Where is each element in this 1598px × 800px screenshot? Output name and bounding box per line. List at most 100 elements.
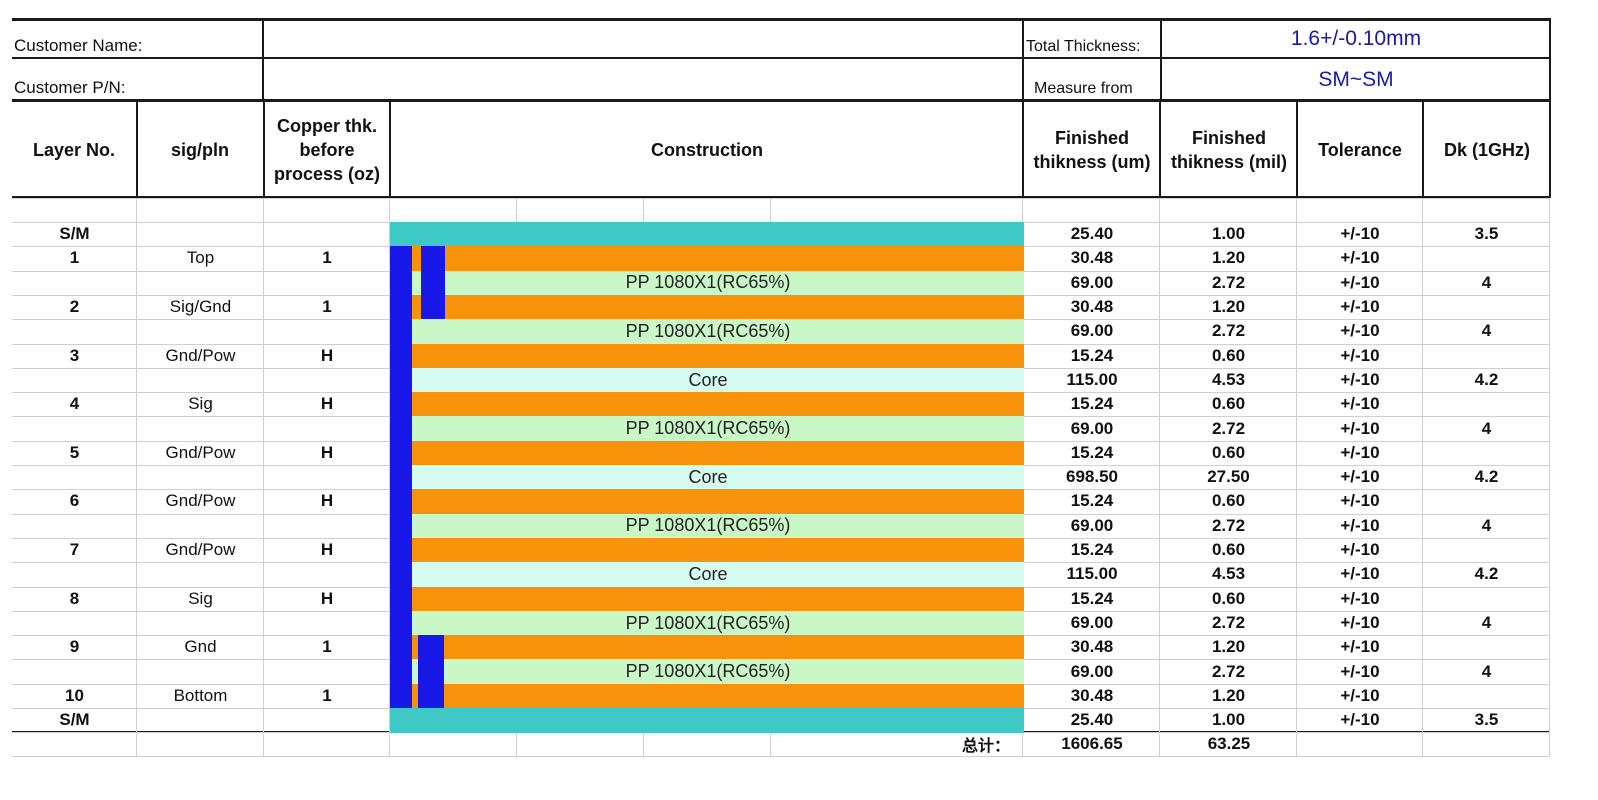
tolerance-cell: +/-10	[1340, 272, 1380, 292]
finished-um-cell: 15.24	[1070, 491, 1114, 511]
layer-no-cell	[12, 416, 137, 440]
layer-no-cell: 10	[65, 685, 84, 705]
dk-cell	[1423, 295, 1550, 319]
table-row: 7 Gnd/Pow H 15.24 0.60 +/-10	[0, 538, 1598, 562]
col-header-sig-pln: sig/pln	[171, 139, 229, 160]
tolerance-cell: +/-10	[1340, 369, 1380, 389]
customer-pn-value[interactable]	[264, 60, 1022, 100]
h-border	[12, 57, 1550, 59]
col-gridline	[1296, 198, 1297, 756]
finished-um-cell: 25.40	[1070, 224, 1114, 244]
col-gridline	[770, 732, 771, 756]
finished-mil-cell: 2.72	[1211, 612, 1246, 632]
total-thickness-value: 1.6+/-0.10mm	[1290, 27, 1422, 50]
sig-pln-cell: Top	[186, 248, 215, 268]
col-gridline	[1549, 198, 1550, 756]
dk-cell: 4	[1481, 612, 1492, 632]
copper-oz-cell: H	[320, 345, 334, 365]
col-header-tolerance: Tolerance	[1318, 139, 1402, 160]
table-row: 4 Sig H 15.24 0.60 +/-10	[0, 392, 1598, 416]
tolerance-cell: +/-10	[1340, 588, 1380, 608]
copper-oz-cell: 1	[322, 297, 332, 317]
stack-layer-label: Core	[688, 466, 728, 487]
col-header-dk: Dk (1GHz)	[1443, 139, 1530, 160]
finished-um-cell: 30.48	[1070, 248, 1114, 268]
finished-um-cell: 115.00	[1066, 369, 1118, 389]
stack-layer-pp: PP 1080X1(RC65%)	[412, 659, 1024, 685]
table-row: 69.00 2.72 +/-10 4	[0, 271, 1598, 295]
dk-cell	[1423, 441, 1550, 465]
customer-pn-label: Customer P/N:	[14, 78, 126, 97]
tolerance-cell: +/-10	[1340, 637, 1380, 657]
table-row: 10 Bottom 1 30.48 1.20 +/-10	[0, 684, 1598, 708]
v-border	[389, 99, 391, 198]
copper-oz-cell: H	[320, 394, 334, 414]
layer-no-cell	[12, 659, 137, 683]
dk-cell	[1423, 538, 1550, 562]
v-border	[1160, 18, 1162, 100]
dk-cell	[1423, 635, 1550, 659]
stack-layer-sm	[390, 708, 1024, 733]
sig-pln-cell: Gnd/Pow	[165, 540, 236, 560]
col-gridline	[1422, 198, 1423, 756]
layer-no-cell	[12, 465, 137, 489]
copper-oz-cell: H	[320, 540, 334, 560]
col-gridline	[516, 732, 517, 756]
sig-pln-cell: Bottom	[173, 685, 228, 705]
dk-cell	[1423, 392, 1550, 416]
layer-no-cell	[12, 319, 137, 343]
stack-layer-pp: PP 1080X1(RC65%)	[412, 416, 1024, 442]
stack-layer-core: Core	[412, 367, 1024, 393]
finished-um-cell: 15.24	[1070, 540, 1114, 560]
stack-layer-cu	[412, 246, 1024, 272]
table-row: 5 Gnd/Pow H 15.24 0.60 +/-10	[0, 441, 1598, 465]
v-border	[1159, 99, 1161, 198]
sig-pln-cell: Sig/Gnd	[169, 297, 232, 317]
col-header-layer-no: Layer No.	[32, 139, 116, 160]
row-gridline	[12, 756, 1550, 757]
sig-pln-cell	[137, 222, 264, 246]
sig-pln-cell	[137, 562, 264, 586]
copper-oz-cell	[264, 416, 390, 440]
stack-layer-pp: PP 1080X1(RC65%)	[412, 319, 1024, 344]
sig-pln-cell	[137, 708, 264, 732]
sig-pln-cell	[137, 514, 264, 538]
tolerance-cell: +/-10	[1340, 297, 1380, 317]
finished-mil-cell: 4.53	[1211, 369, 1246, 389]
stack-layer-core: Core	[412, 562, 1024, 587]
layer-no-cell: 7	[69, 540, 80, 560]
stack-layer-core: Core	[412, 465, 1024, 490]
tolerance-cell: +/-10	[1340, 321, 1380, 341]
finished-um-cell: 15.24	[1070, 588, 1114, 608]
tolerance-cell: +/-10	[1340, 345, 1380, 365]
stack-layer-sm	[390, 222, 1024, 247]
dk-cell	[1423, 246, 1550, 270]
stack-layer-cu	[412, 440, 1024, 466]
table-row: 115.00 4.53 +/-10 4.2	[0, 562, 1598, 586]
layer-no-cell: 8	[69, 588, 80, 608]
finished-um-cell: 30.48	[1070, 637, 1114, 657]
tolerance-cell: +/-10	[1340, 515, 1380, 535]
finished-mil-cell: 0.60	[1211, 491, 1246, 511]
tolerance-cell: +/-10	[1340, 224, 1380, 244]
layer-no-cell	[12, 611, 137, 635]
customer-name-value[interactable]	[264, 20, 1022, 58]
table-row: 69.00 2.72 +/-10 4	[0, 611, 1598, 635]
finished-mil-cell: 1.20	[1211, 685, 1246, 705]
finished-mil-cell: 4.53	[1211, 564, 1246, 584]
col-header-finished-mil: Finished thikness (mil)	[1170, 127, 1288, 172]
stack-layer-cu	[412, 343, 1024, 369]
finished-um-cell: 15.24	[1070, 442, 1114, 462]
table-row: 69.00 2.72 +/-10 4	[0, 319, 1598, 343]
col-gridline	[643, 732, 644, 756]
stack-layer-label: PP 1080X1(RC65%)	[625, 321, 791, 342]
dk-cell	[1423, 344, 1550, 368]
table-row: 69.00 2.72 +/-10 4	[0, 514, 1598, 538]
v-border	[1296, 99, 1298, 198]
v-border	[262, 18, 264, 100]
tolerance-cell: +/-10	[1340, 442, 1380, 462]
finished-um-cell: 25.40	[1070, 710, 1114, 730]
table-row: 698.50 27.50 +/-10 4.2	[0, 465, 1598, 489]
v-border	[1022, 18, 1024, 100]
